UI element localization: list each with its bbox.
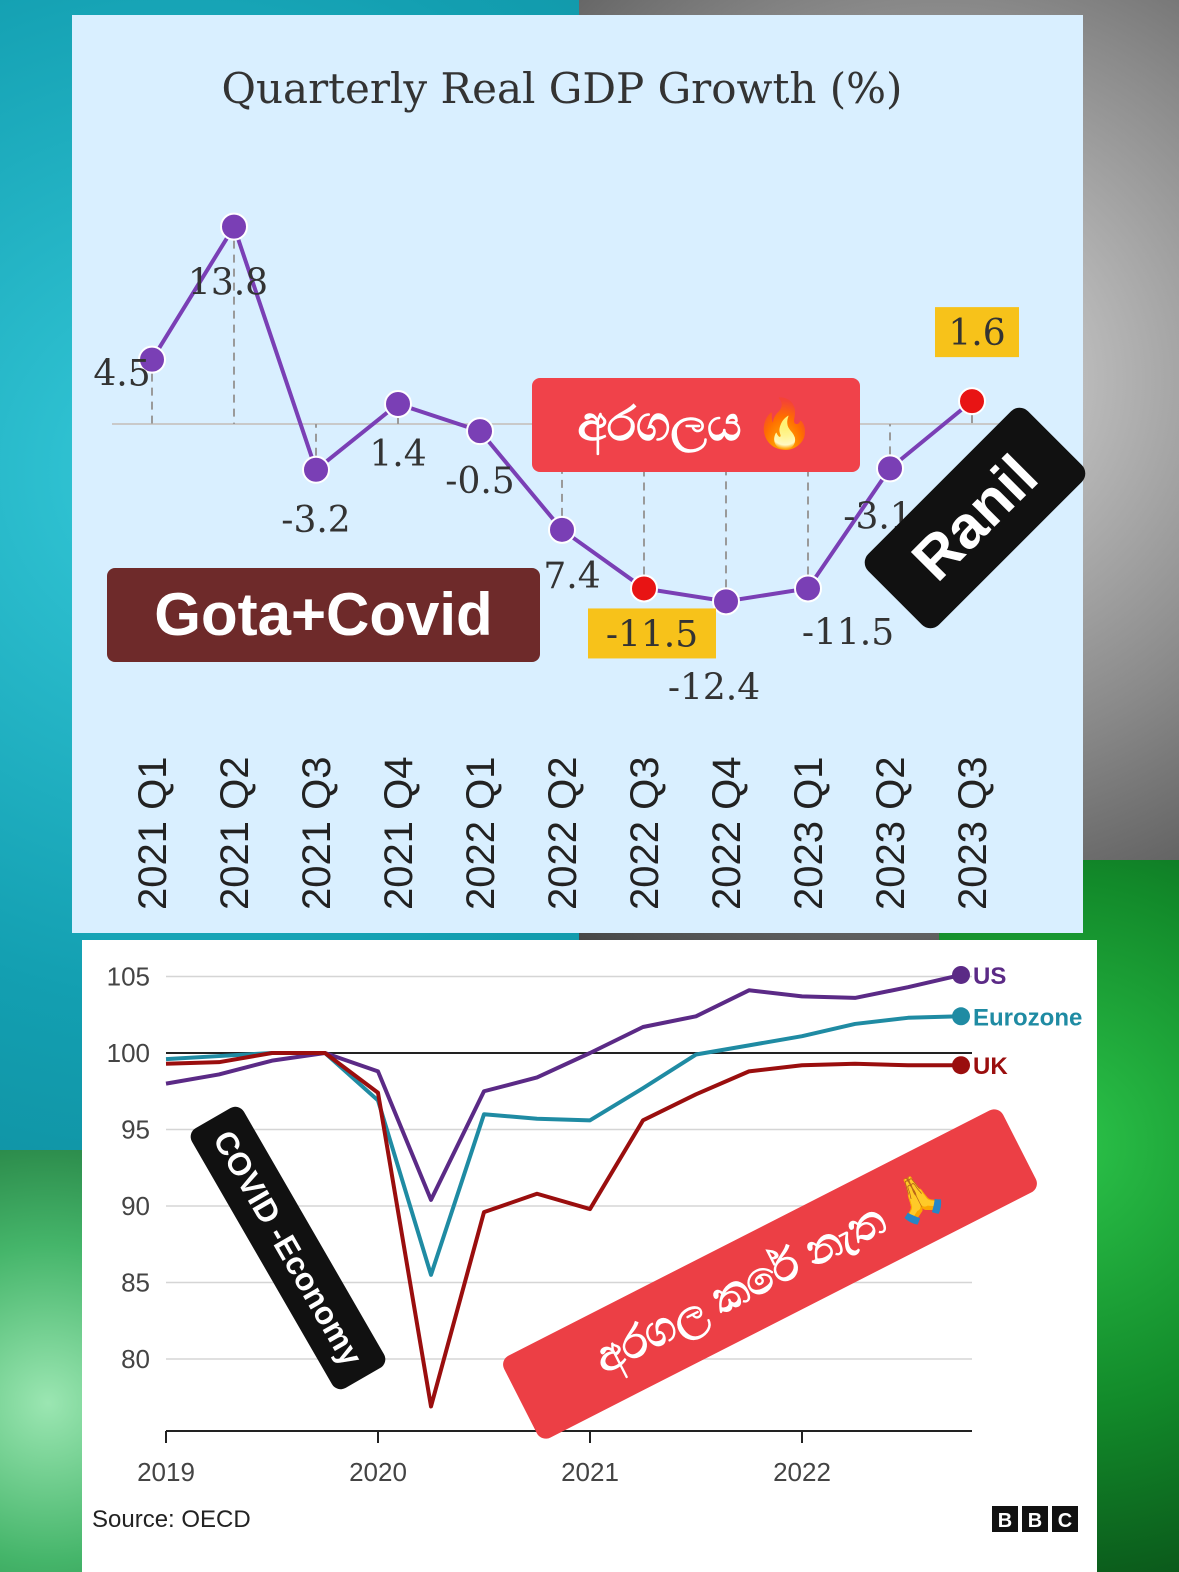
point-label: -3.2 xyxy=(281,500,350,541)
x-tick-label: 2021 xyxy=(561,1457,619,1487)
category-tick-label: 2022 Q4 xyxy=(705,757,749,910)
series-label: US xyxy=(973,963,1006,990)
bbc-logo-block xyxy=(1052,1506,1078,1532)
data-point xyxy=(220,212,248,241)
x-tick-label: 2019 xyxy=(137,1457,195,1487)
bbc-logo-letter: C xyxy=(1058,1510,1072,1532)
gdp-growth-panel: Quarterly Real GDP Growth (%) 4.5 13.8 -3.… xyxy=(72,15,1083,933)
chart-title: Quarterly Real GDP Growth (%) xyxy=(222,64,903,113)
series-line-us xyxy=(165,973,962,1202)
category-tick-label: 2022 Q3 xyxy=(623,757,667,910)
x-tick-label: 2022 xyxy=(773,1457,831,1487)
bbc-logo-letter: B xyxy=(1028,1510,1042,1532)
x-tick-label: 2020 xyxy=(349,1457,407,1487)
series-end-dot xyxy=(952,1056,970,1075)
oecd-gdp-chart: 80 85 90 95 100 105 2019 2020 2021 2022 US Eurozone… xyxy=(92,962,1082,1534)
data-point xyxy=(466,417,494,446)
y-tick-label: 95 xyxy=(121,1115,150,1145)
category-tick-label: 2023 Q2 xyxy=(869,757,913,910)
source-note: Source: OECD xyxy=(92,1506,251,1533)
point-label: 4.5 xyxy=(93,354,150,395)
category-tick-label: 2023 Q1 xyxy=(787,757,831,910)
oecd-gdp-panel: 80 85 90 95 100 105 2019 2020 2021 2022 US Eurozone… xyxy=(82,940,1097,1572)
series-line-uk xyxy=(165,1051,961,1409)
series-end-dot xyxy=(952,1007,970,1026)
data-point xyxy=(548,515,576,544)
category-tick-label: 2021 Q2 xyxy=(213,757,257,910)
point-label: 1.4 xyxy=(369,434,426,475)
data-point xyxy=(958,387,986,416)
series-end-dot xyxy=(952,965,970,984)
y-tick-label: 85 xyxy=(121,1268,150,1298)
data-point xyxy=(302,455,330,484)
bbc-logo-letter: B xyxy=(998,1510,1012,1532)
point-label: -12.4 xyxy=(668,667,760,708)
gota-covid-label: Gota+Covid xyxy=(107,568,540,662)
label-highlight-box xyxy=(588,608,716,659)
label-highlight-box xyxy=(935,307,1019,358)
category-tick-label: 2022 Q1 xyxy=(459,757,503,910)
point-label: -11.5 xyxy=(802,612,894,653)
point-label: 13.8 xyxy=(188,263,268,304)
point-label: -0.5 xyxy=(445,461,514,502)
data-point xyxy=(138,345,166,374)
data-point xyxy=(794,574,822,603)
y-tick-label: 90 xyxy=(121,1191,150,1221)
bbc-logo-block xyxy=(992,1506,1018,1532)
data-point xyxy=(630,574,658,603)
data-point xyxy=(384,389,412,418)
point-label: 7.4 xyxy=(543,556,600,597)
category-tick-label: 2021 Q1 xyxy=(131,757,175,910)
data-point xyxy=(712,587,740,616)
category-tick-label: 2023 Q3 xyxy=(951,757,995,910)
y-tick-label: 80 xyxy=(121,1344,150,1374)
category-tick-label: 2021 Q3 xyxy=(295,757,339,910)
point-label: 1.6 xyxy=(948,313,1005,354)
point-label: -11.5 xyxy=(606,614,698,655)
aragalaya-label: අරගලය 🔥 xyxy=(532,378,860,472)
series-label: UK xyxy=(973,1053,1008,1080)
data-point xyxy=(876,454,904,483)
y-tick-label: 100 xyxy=(107,1038,150,1068)
category-tick-label: 2021 Q4 xyxy=(377,757,421,910)
series-label: Eurozone xyxy=(973,1004,1082,1031)
bbc-logo-block xyxy=(1022,1506,1048,1532)
y-tick-label: 105 xyxy=(107,962,150,992)
gdp-growth-chart: Quarterly Real GDP Growth (%) 4.5 13.8 -3.… xyxy=(93,64,1032,910)
category-tick-label: 2022 Q2 xyxy=(541,757,585,910)
